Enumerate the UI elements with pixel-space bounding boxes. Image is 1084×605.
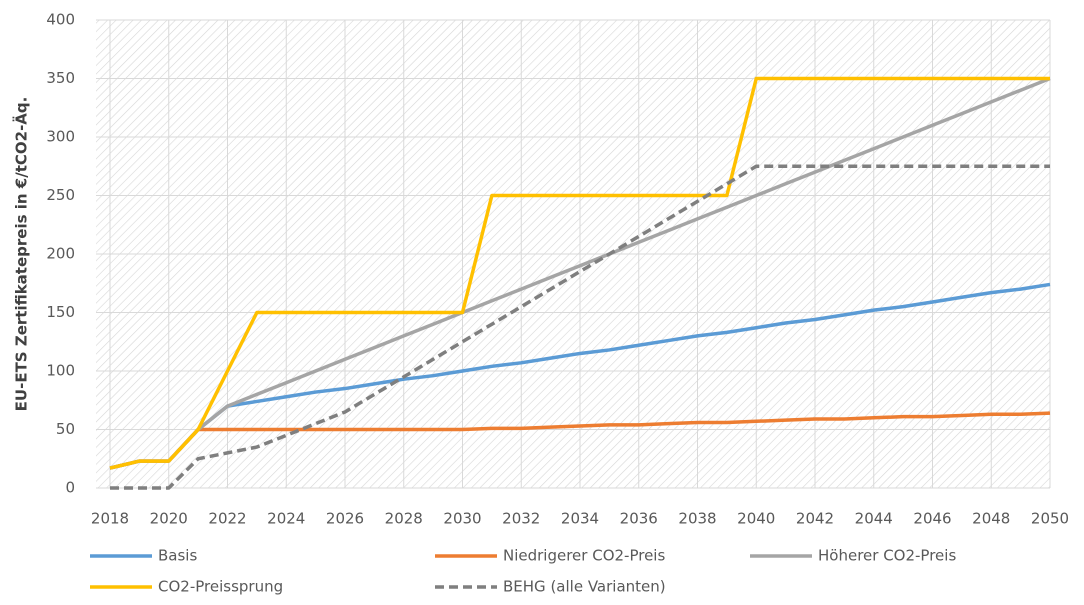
line-series bbox=[110, 164, 1050, 490]
x-tick-label: 2018 bbox=[91, 510, 129, 528]
x-tick-label: 2048 bbox=[972, 510, 1010, 528]
x-tick-label: 2038 bbox=[678, 510, 716, 528]
x-tick-label: 2028 bbox=[385, 510, 423, 528]
legend-label: Höherer CO2-Preis bbox=[818, 547, 956, 565]
legend-label: Niedrigerer CO2-Preis bbox=[503, 547, 665, 565]
legend-label: BEHG (alle Varianten) bbox=[503, 578, 666, 596]
x-tick-label: 2032 bbox=[502, 510, 540, 528]
line-series bbox=[109, 411, 1051, 470]
x-tick-label: 2046 bbox=[913, 510, 951, 528]
line-series bbox=[109, 76, 1050, 470]
y-axis-label: EU-ETS Zertifikatepreis in €/tCO2-Äq. bbox=[12, 97, 31, 412]
x-tick-label: 2024 bbox=[267, 510, 305, 528]
x-tick-label: 2026 bbox=[326, 510, 364, 528]
x-tick-label: 2050 bbox=[1031, 510, 1069, 528]
line-series bbox=[109, 282, 1051, 470]
y-tick-label: 350 bbox=[46, 69, 75, 87]
y-tick-label: 0 bbox=[65, 479, 75, 497]
x-tick-label: 2020 bbox=[150, 510, 188, 528]
x-tick-label: 2044 bbox=[855, 510, 893, 528]
y-tick-label: 200 bbox=[46, 245, 75, 263]
x-tick-label: 2042 bbox=[796, 510, 834, 528]
x-tick-label: 2022 bbox=[208, 510, 246, 528]
x-tick-label: 2036 bbox=[620, 510, 658, 528]
y-tick-label: 300 bbox=[46, 128, 75, 146]
legend-label: Basis bbox=[158, 547, 197, 565]
y-tick-label: 150 bbox=[46, 303, 75, 321]
y-tick-label: 50 bbox=[56, 420, 75, 438]
x-tick-label: 2030 bbox=[443, 510, 481, 528]
legend-label: CO2-Preissprung bbox=[158, 578, 283, 596]
y-tick-label: 400 bbox=[46, 11, 75, 29]
x-tick-label: 2034 bbox=[561, 510, 599, 528]
y-tick-label: 100 bbox=[46, 362, 75, 380]
x-tick-label: 2040 bbox=[737, 510, 775, 528]
y-tick-label: 250 bbox=[46, 186, 75, 204]
line-series bbox=[109, 76, 1051, 470]
